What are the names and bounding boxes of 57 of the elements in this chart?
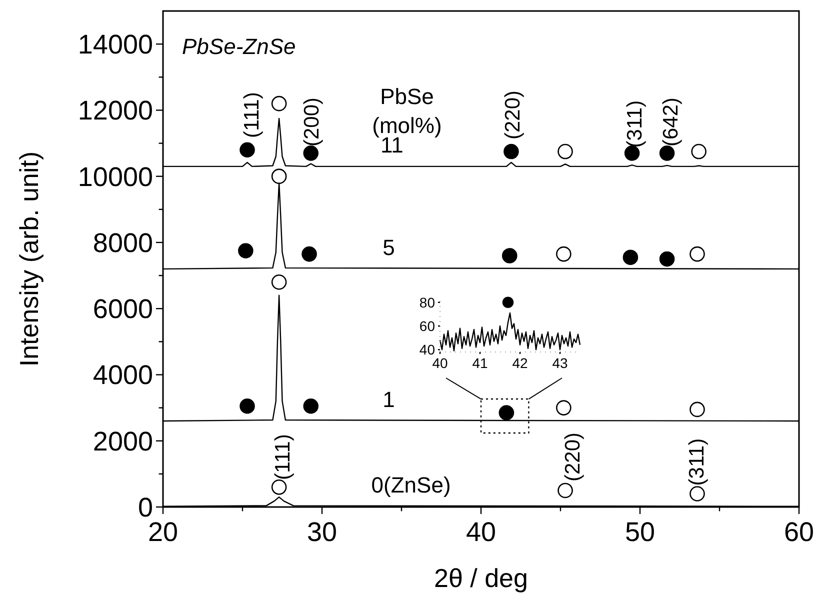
x-tick-label: 30 <box>306 517 338 547</box>
y-axis-title: Intensity (arb. unit) <box>14 151 44 367</box>
x-tick-label: 42 <box>512 355 528 371</box>
point <box>624 146 640 161</box>
y-tick-label: 10000 <box>78 162 153 192</box>
point <box>271 274 287 290</box>
y-tick-label: 2000 <box>92 426 153 456</box>
point <box>502 248 518 264</box>
annotation: PbSe-ZnSe <box>182 34 296 59</box>
annotation: (220) <box>561 432 584 482</box>
y-tick-label: 12000 <box>78 96 153 126</box>
y-tick-label: 80 <box>419 294 436 310</box>
point <box>691 144 706 160</box>
point <box>271 168 287 184</box>
point <box>556 400 572 416</box>
point <box>659 251 675 267</box>
point <box>556 246 572 262</box>
x-tick-label: 50 <box>624 517 656 547</box>
point <box>558 144 573 160</box>
point <box>504 144 519 160</box>
x-tick-label: 60 <box>784 517 814 547</box>
point <box>622 250 638 265</box>
point <box>690 486 705 502</box>
point <box>302 246 317 262</box>
y-tick-label: 6000 <box>92 294 153 324</box>
point <box>240 398 255 414</box>
annotation: PbSe <box>380 84 434 109</box>
y-tick-label: 60 <box>419 318 436 334</box>
annotation: (200) <box>300 97 324 147</box>
x-tick-label: 41 <box>472 355 488 371</box>
y-tick-label: 40 <box>419 342 436 358</box>
annotation: (220) <box>501 90 524 140</box>
annotation: (311) <box>685 438 708 486</box>
point <box>558 482 573 498</box>
legend-label: 1 <box>382 387 395 412</box>
y-tick-label: 8000 <box>92 228 153 258</box>
x-tick-label: 40 <box>432 355 448 371</box>
point <box>303 146 319 161</box>
point <box>238 243 254 258</box>
annotation: (642) <box>659 97 682 147</box>
point <box>659 146 675 161</box>
annotation: (311) <box>623 100 646 148</box>
x-tick-label: 40 <box>466 517 496 547</box>
series-label: 0(ZnSe) <box>371 472 451 498</box>
point <box>303 398 319 414</box>
x-axis-title: 2θ / deg <box>434 563 528 593</box>
y-tick-label: 14000 <box>78 30 153 60</box>
point <box>271 96 287 112</box>
series-label: 5 <box>382 234 395 260</box>
point <box>271 480 287 495</box>
point <box>690 402 705 418</box>
point <box>690 246 705 262</box>
x-tick-label: 43 <box>552 355 568 371</box>
y-tick-label: 4000 <box>92 360 153 390</box>
annotation: (111) <box>240 92 264 138</box>
point <box>240 142 255 158</box>
annotation: (111) <box>271 434 294 480</box>
